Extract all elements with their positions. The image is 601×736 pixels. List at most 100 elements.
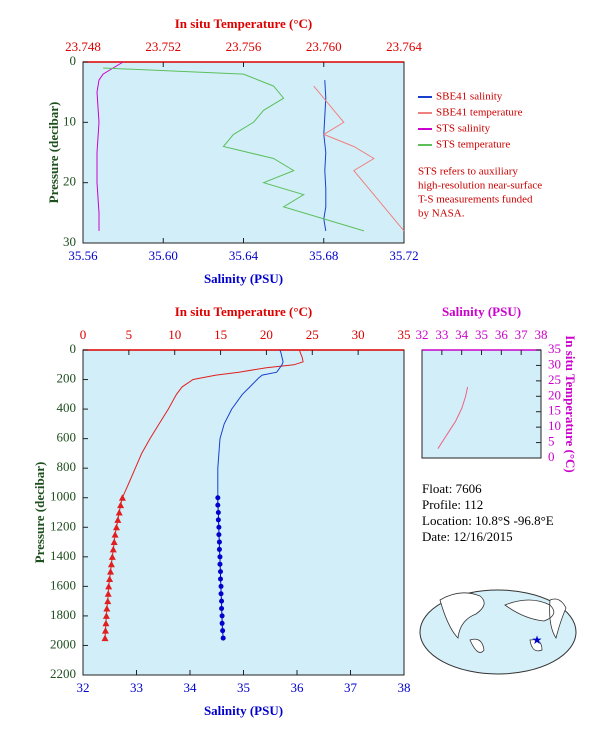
y2-tick-label: 25	[548, 372, 561, 387]
marker	[216, 546, 222, 552]
x2-tick-label: 25	[306, 327, 319, 342]
y-tick-label: 30	[63, 234, 76, 249]
map-land	[439, 592, 567, 653]
note-text: high-resolution near-surface	[418, 180, 542, 192]
marker	[108, 553, 116, 560]
x2-tick-label: 23.764	[386, 39, 422, 54]
plot-area	[82, 61, 405, 244]
marker	[220, 628, 226, 634]
x2-tick-label: 34	[455, 327, 469, 342]
x-tick-label: 38	[398, 680, 411, 695]
x2-axis-label: In situ Temperature (°C)	[175, 304, 313, 319]
x2-tick-label: 23.756	[226, 39, 262, 54]
marker	[115, 509, 123, 516]
x2-tick-label: 23.760	[306, 39, 342, 54]
marker	[215, 510, 221, 515]
marker	[219, 613, 225, 619]
x2-axis-label: In situ Temperature (°C)	[175, 16, 313, 31]
y-tick-label: 200	[57, 371, 77, 386]
marker	[112, 523, 120, 531]
profile-line	[313, 85, 405, 232]
legend-label: STS salinity	[436, 123, 491, 135]
x2-tick-label: 35	[398, 327, 411, 342]
marker	[219, 606, 225, 612]
y-tick-label: 10	[63, 113, 76, 128]
y-tick-label: 1000	[50, 489, 76, 504]
x-axis-label: Salinity (PSU)	[204, 703, 283, 718]
y-tick-label: 0	[70, 341, 77, 356]
x2-tick-label: 15	[214, 327, 227, 342]
marker	[103, 605, 111, 612]
marker	[111, 531, 119, 538]
y2-tick-label: 30	[548, 356, 561, 371]
y-tick-label: 20	[63, 174, 76, 189]
x2-tick-label: 20	[260, 327, 273, 342]
profile-line	[437, 386, 469, 449]
x2-tick-label: 10	[168, 327, 181, 342]
marker	[217, 554, 223, 560]
marker	[216, 524, 222, 530]
note-text: by NASA.	[418, 208, 465, 220]
marker	[218, 591, 224, 597]
x2-tick-label: 33	[435, 327, 448, 342]
legend-label: SBE41 temperature	[436, 107, 523, 119]
y2-tick-label: 35	[548, 341, 561, 356]
marker	[216, 539, 222, 545]
marker	[104, 597, 112, 605]
y-tick-label: 600	[57, 430, 77, 445]
plots: 35.56 35.60 35.64 35.68 35.72 Salinity (PSU) 2…	[32, 16, 578, 718]
y-tick-label: 2200	[50, 666, 76, 681]
x2-tick-label: 36	[495, 327, 509, 342]
float-info-line: Location: 10.8°S -96.8°E	[422, 513, 554, 528]
world-map: ★	[419, 589, 577, 675]
x2-tick-label: 30	[352, 327, 365, 342]
x2-tick-label: 23.748	[65, 39, 101, 54]
float-info-line: Date: 12/16/2015	[422, 529, 513, 544]
float-info-line: Profile: 112	[422, 497, 483, 512]
marker	[117, 501, 125, 509]
marker	[105, 582, 113, 590]
x2-tick-label: 23.752	[145, 39, 181, 54]
marker	[218, 583, 224, 589]
y2-axis-label: In situ Temperature (°C)	[563, 335, 578, 473]
y-tick-label: 1400	[50, 548, 76, 563]
profile-line	[217, 349, 284, 498]
marker	[220, 635, 226, 641]
marker	[102, 612, 110, 619]
profile-line	[103, 67, 365, 232]
float-info-line: Float: 7606	[422, 481, 482, 496]
float-location-star: ★	[532, 633, 543, 647]
x2-tick-label: 38	[535, 327, 548, 342]
x-tick-label: 36	[291, 680, 305, 695]
profile-line	[121, 349, 304, 498]
x2-axis-label: Salinity (PSU)	[442, 304, 521, 319]
legend-label: STS temperature	[436, 139, 510, 151]
x2-tick-label: 35	[475, 327, 488, 342]
marker	[101, 634, 109, 642]
x-tick-label: 35.60	[149, 248, 178, 263]
marker	[114, 516, 122, 523]
x-tick-label: 35	[237, 680, 250, 695]
marker	[217, 561, 223, 567]
marker	[102, 619, 110, 627]
marker	[110, 538, 118, 546]
y-axis-label: Pressure (decibar)	[32, 462, 47, 564]
x-tick-label: 35.72	[389, 248, 418, 263]
y-tick-label: 1200	[50, 518, 76, 533]
y-tick-label: 1600	[50, 577, 76, 592]
y2-tick-label: 10	[548, 418, 561, 433]
marker	[106, 575, 114, 582]
y-tick-label: 400	[57, 400, 77, 415]
marker	[217, 569, 223, 575]
marker	[101, 627, 109, 634]
y-axis-label: Pressure (decibar)	[46, 102, 61, 204]
y-tick-label: 1800	[50, 607, 76, 622]
y-tick-label: 800	[57, 459, 77, 474]
y-tick-label: 0	[70, 53, 77, 68]
marker	[216, 532, 222, 538]
marker	[109, 545, 117, 553]
x-tick-label: 32	[77, 680, 90, 695]
y2-tick-label: 5	[548, 434, 555, 449]
